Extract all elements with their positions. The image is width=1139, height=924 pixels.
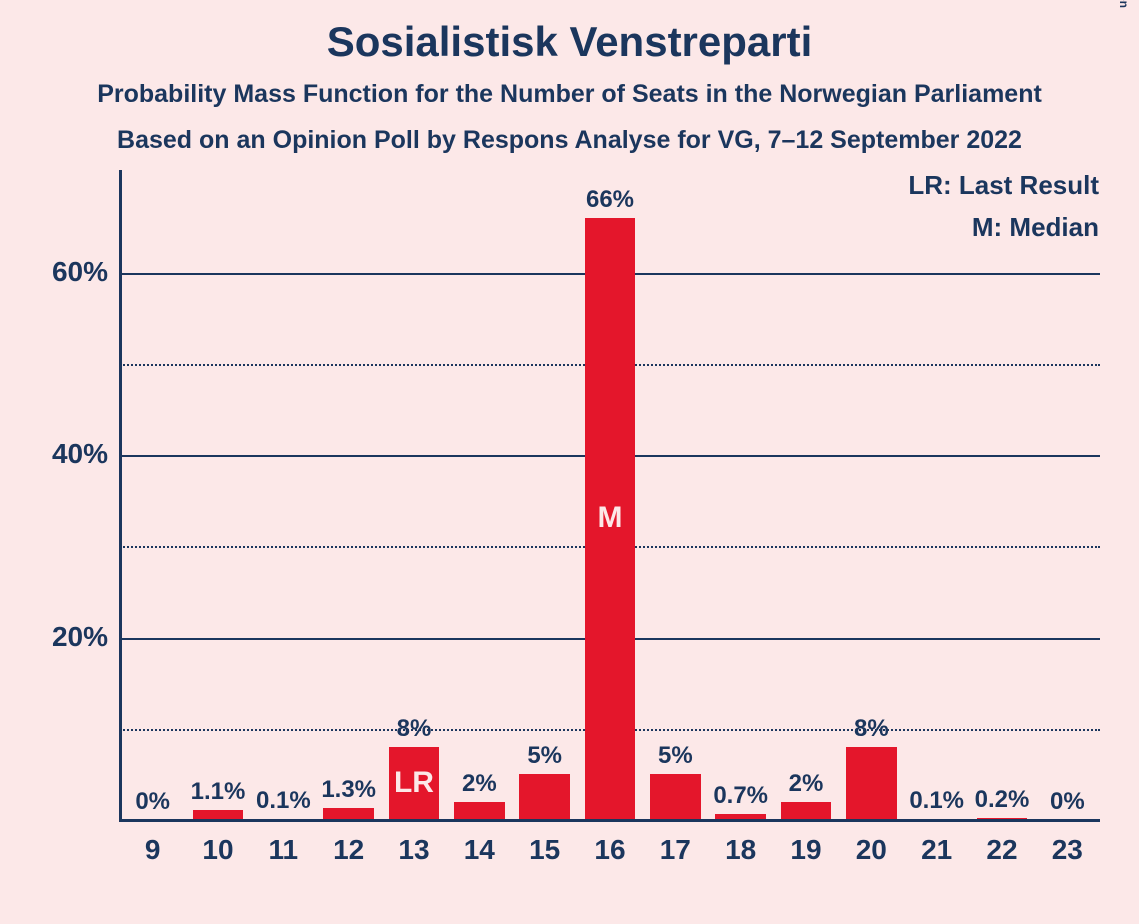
x-tick-label: 13 bbox=[381, 834, 446, 866]
x-tick-label: 21 bbox=[904, 834, 969, 866]
bar bbox=[846, 747, 897, 820]
x-tick-label: 10 bbox=[185, 834, 250, 866]
y-axis-line bbox=[119, 170, 122, 820]
bar-value-label: 0% bbox=[120, 788, 185, 816]
x-tick-label: 22 bbox=[969, 834, 1034, 866]
y-tick-label: 60% bbox=[52, 256, 108, 288]
bar-value-label: 8% bbox=[839, 715, 904, 743]
x-tick-label: 19 bbox=[773, 834, 838, 866]
bar bbox=[519, 774, 570, 820]
bar-value-label: 5% bbox=[643, 742, 708, 770]
legend-lr: LR: Last Result bbox=[908, 170, 1099, 201]
chart-subtitle-2: Based on an Opinion Poll by Respons Anal… bbox=[0, 126, 1139, 155]
x-tick-label: 20 bbox=[839, 834, 904, 866]
bar-value-label: 5% bbox=[512, 742, 577, 770]
bar-value-label: 2% bbox=[773, 770, 838, 798]
x-tick-label: 15 bbox=[512, 834, 577, 866]
bar bbox=[650, 774, 701, 820]
x-tick-label: 16 bbox=[577, 834, 642, 866]
chart-title: Sosialistisk Venstreparti bbox=[0, 18, 1139, 66]
bar-inner-label-m: M bbox=[585, 501, 636, 535]
bar-value-label: 0.1% bbox=[251, 787, 316, 815]
x-tick-label: 12 bbox=[316, 834, 381, 866]
x-tick-label: 23 bbox=[1035, 834, 1100, 866]
x-axis-line bbox=[119, 819, 1100, 822]
bar-value-label: 0.7% bbox=[708, 782, 773, 810]
x-tick-label: 11 bbox=[251, 834, 316, 866]
bar-value-label: 1.3% bbox=[316, 776, 381, 804]
y-tick-label: 40% bbox=[52, 438, 108, 470]
x-tick-label: 18 bbox=[708, 834, 773, 866]
copyright-text: © 2025 Filip van Laenen bbox=[1117, 0, 1131, 8]
bar-value-label: 2% bbox=[447, 770, 512, 798]
bar bbox=[781, 802, 832, 820]
bar-value-label: 0.2% bbox=[969, 786, 1034, 814]
bar-value-label: 1.1% bbox=[185, 778, 250, 806]
bar-value-label: 66% bbox=[577, 186, 642, 214]
bar-value-label: 8% bbox=[381, 715, 446, 743]
bar-value-label: 0.1% bbox=[904, 787, 969, 815]
plot-area: 0%1.1%0.1%1.3%8%LR2%5%66%M5%0.7%2%8%0.1%… bbox=[120, 200, 1100, 820]
bar-value-label: 0% bbox=[1035, 788, 1100, 816]
x-tick-label: 9 bbox=[120, 834, 185, 866]
bar-inner-label-lr: LR bbox=[389, 766, 440, 800]
x-tick-label: 14 bbox=[447, 834, 512, 866]
x-tick-label: 17 bbox=[643, 834, 708, 866]
bar bbox=[454, 802, 505, 820]
y-tick-label: 20% bbox=[52, 621, 108, 653]
chart-subtitle-1: Probability Mass Function for the Number… bbox=[0, 80, 1139, 109]
